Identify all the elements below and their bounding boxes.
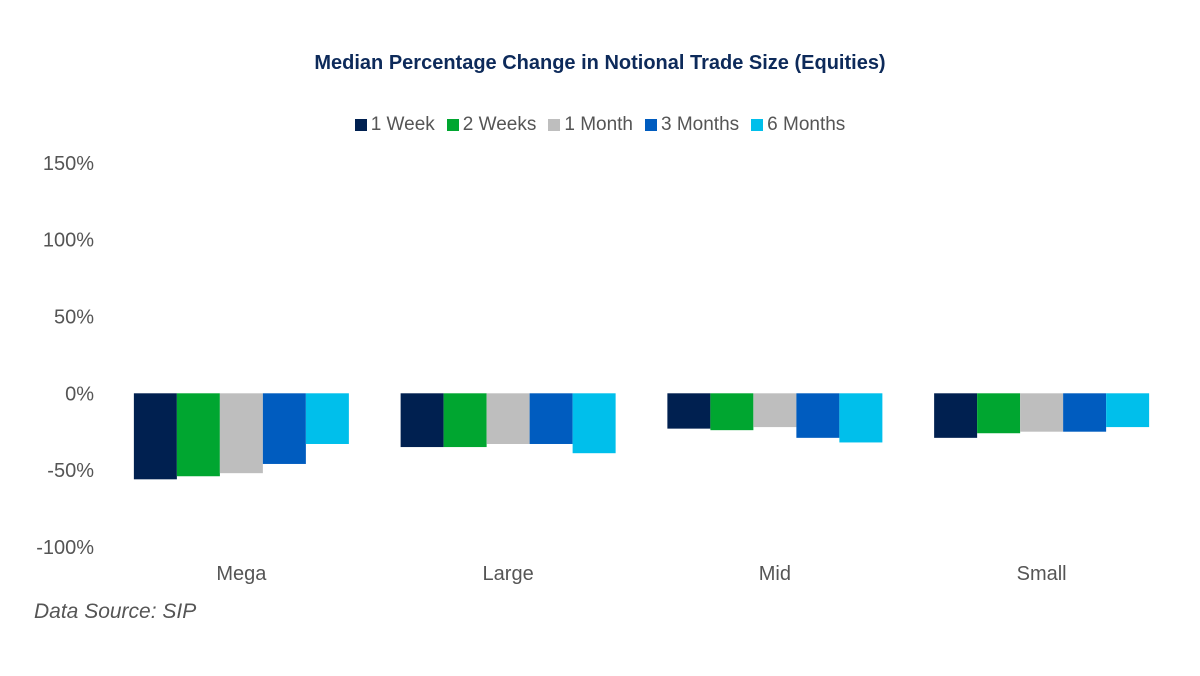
legend-label: 1 Week bbox=[370, 114, 435, 135]
legend-swatch bbox=[751, 119, 764, 131]
legend-item: 3 Months bbox=[645, 114, 739, 136]
bar-mega-6-months bbox=[305, 393, 349, 444]
bar-mid-1-week bbox=[667, 393, 711, 429]
bar-mega-1-month bbox=[219, 393, 263, 474]
bar-large-3-months bbox=[529, 393, 573, 444]
bar-small-2-weeks bbox=[977, 393, 1021, 434]
bar-large-6-months bbox=[572, 393, 616, 454]
legend-label: 3 Months bbox=[661, 114, 740, 135]
legend-label: 6 Months bbox=[767, 114, 846, 135]
legend: 1 Week 2 Weeks 1 Month 3 Months 6 Months bbox=[0, 114, 1200, 136]
bar-mid-6-months bbox=[839, 393, 883, 443]
legend-item: 1 Week bbox=[354, 114, 435, 136]
bar-large-2-weeks bbox=[443, 393, 487, 448]
legend-swatch bbox=[548, 119, 561, 131]
legend-item: 6 Months bbox=[751, 114, 845, 136]
y-tick-label: 150% bbox=[43, 153, 94, 175]
bar-large-1-week bbox=[400, 393, 444, 448]
legend-swatch bbox=[645, 119, 657, 131]
legend-label: 1 Month bbox=[564, 114, 633, 135]
y-tick-label: 50% bbox=[54, 307, 94, 329]
bar-large-1-month bbox=[486, 393, 530, 444]
bar-small-3-months bbox=[1063, 393, 1107, 432]
bar-small-1-month bbox=[1020, 393, 1064, 432]
bar-mid-1-month bbox=[753, 393, 797, 428]
y-tick-label: 100% bbox=[43, 230, 94, 252]
bar-small-1-week bbox=[934, 393, 978, 438]
y-tick-label: -100% bbox=[36, 537, 94, 559]
legend-swatch bbox=[354, 119, 367, 131]
y-tick-label: -50% bbox=[47, 460, 94, 482]
chart-title: Median Percentage Change in Notional Tra… bbox=[314, 52, 886, 74]
legend-swatch bbox=[446, 119, 459, 131]
legend-item: 1 Month bbox=[548, 114, 633, 136]
x-category-label: Mid bbox=[759, 563, 791, 585]
bar-mega-3-months bbox=[262, 393, 306, 464]
x-category-label: Small bbox=[1017, 563, 1067, 585]
x-category-label: Mega bbox=[216, 563, 267, 585]
bar-mid-2-weeks bbox=[710, 393, 754, 431]
bar-small-6-months bbox=[1106, 393, 1150, 428]
data-source-note: Data Source: SIP bbox=[34, 600, 197, 623]
y-tick-label: 0% bbox=[65, 383, 94, 405]
legend-label: 2 Weeks bbox=[462, 114, 537, 135]
x-category-label: Large bbox=[483, 563, 534, 585]
bar-mid-3-months bbox=[796, 393, 840, 438]
bar-mega-2-weeks bbox=[176, 393, 220, 477]
bar-mega-1-week bbox=[133, 393, 177, 480]
legend-item: 2 Weeks bbox=[446, 114, 537, 136]
